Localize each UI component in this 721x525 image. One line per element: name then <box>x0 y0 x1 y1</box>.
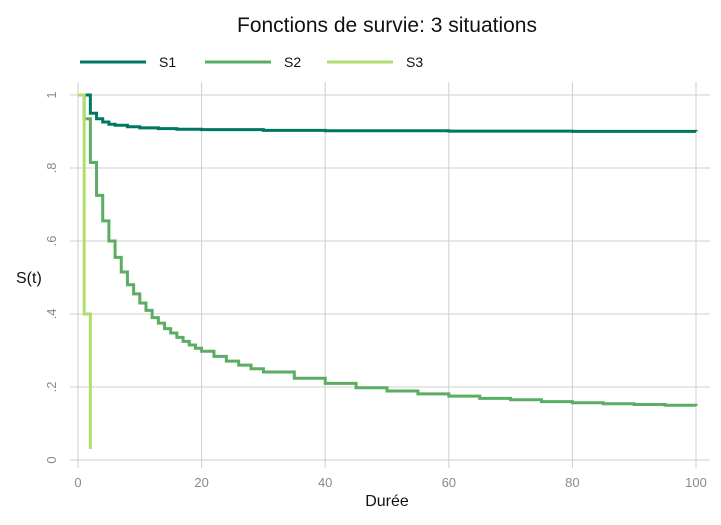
y-axis-ticks: 0 .2 .4 .6 .8 1 <box>44 91 59 463</box>
y-tick-label: 0 <box>44 456 59 463</box>
grid <box>70 82 710 468</box>
series-line-s3 <box>78 93 92 450</box>
x-tick-label: 60 <box>442 475 456 490</box>
legend-label-s3: S3 <box>406 54 423 70</box>
chart-title: Fonctions de survie: 3 situations <box>237 14 537 37</box>
y-axis-label: S(t) <box>16 270 42 287</box>
series-line-s2 <box>78 93 698 407</box>
y-tick-label: .6 <box>44 236 59 247</box>
x-tick-label: 0 <box>74 475 81 490</box>
x-axis-label: Durée <box>365 493 409 510</box>
y-tick-label: .2 <box>44 382 59 393</box>
y-tick-label: .4 <box>44 309 59 320</box>
legend: S1 S2 S3 <box>80 54 423 70</box>
legend-label-s2: S2 <box>284 54 301 70</box>
series-lines <box>78 93 698 450</box>
x-tick-label: 40 <box>318 475 332 490</box>
legend-label-s1: S1 <box>159 54 176 70</box>
x-tick-label: 20 <box>194 475 208 490</box>
x-tick-label: 100 <box>685 475 707 490</box>
series-line-s1 <box>78 93 698 133</box>
y-tick-label: 1 <box>44 91 59 98</box>
y-tick-label: .8 <box>44 163 59 174</box>
x-tick-label: 80 <box>565 475 579 490</box>
x-axis-ticks: 0 20 40 60 80 100 <box>74 475 706 490</box>
